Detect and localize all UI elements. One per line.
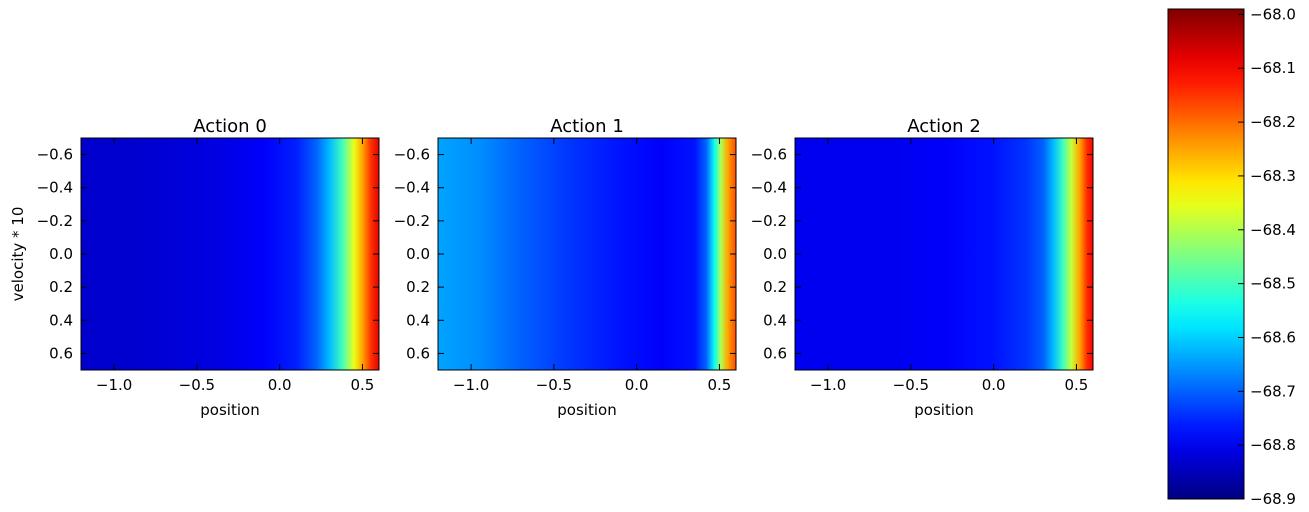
x-tick-label-1-0: −1.0 xyxy=(453,376,489,394)
y-tick-label-1-5: 0.4 xyxy=(406,311,430,329)
y-tick-label-0-0: −0.6 xyxy=(37,146,73,164)
y-axis-label: velocity * 10 xyxy=(9,207,27,302)
colorbar-tick-label-2: −68.2 xyxy=(1250,113,1296,131)
y-tick-label-0-1: −0.4 xyxy=(37,179,73,197)
x-tick-label-2-2: 0.0 xyxy=(982,376,1006,394)
x-tick-label-2-0: −1.0 xyxy=(810,376,846,394)
y-tick-label-2-5: 0.4 xyxy=(763,311,787,329)
y-tick-label-2-1: −0.4 xyxy=(751,179,787,197)
heatmap-image-2 xyxy=(795,138,1093,370)
panel-title-1: Action 1 xyxy=(550,116,624,137)
colorbar xyxy=(1168,9,1244,499)
y-tick-label-2-0: −0.6 xyxy=(751,146,787,164)
colorbar-tick-label-7: −68.7 xyxy=(1250,382,1296,400)
x-tick-label-0-3: 0.5 xyxy=(351,376,375,394)
heatmap-image-0 xyxy=(81,138,379,370)
y-tick-label-0-2: −0.2 xyxy=(37,212,73,230)
y-tick-label-2-2: −0.2 xyxy=(751,212,787,230)
y-tick-label-0-3: 0.0 xyxy=(49,245,73,263)
x-axis-label-1: position xyxy=(557,401,616,419)
y-tick-label-2-6: 0.6 xyxy=(763,344,787,362)
colorbar-tick-label-4: −68.4 xyxy=(1250,221,1296,239)
x-axis-label-2: position xyxy=(914,401,973,419)
x-tick-label-0-1: −0.5 xyxy=(179,376,215,394)
x-tick-label-0-2: 0.0 xyxy=(268,376,292,394)
colorbar-tick-label-1: −68.1 xyxy=(1250,59,1296,77)
y-tick-label-0-4: 0.2 xyxy=(49,278,73,296)
colorbar-tick-label-5: −68.5 xyxy=(1250,275,1296,293)
panel-title-0: Action 0 xyxy=(193,116,267,137)
colorbar-tick-label-0: −68.0 xyxy=(1250,5,1296,23)
y-tick-label-1-0: −0.6 xyxy=(394,146,430,164)
y-tick-label-1-6: 0.6 xyxy=(406,344,430,362)
heatmap-image-1 xyxy=(438,138,736,370)
x-tick-label-2-3: 0.5 xyxy=(1065,376,1089,394)
y-tick-label-2-4: 0.2 xyxy=(763,278,787,296)
panel-title-2: Action 2 xyxy=(907,116,981,137)
y-tick-label-1-3: 0.0 xyxy=(406,245,430,263)
y-tick-label-1-2: −0.2 xyxy=(394,212,430,230)
colorbar-tick-label-6: −68.6 xyxy=(1250,328,1296,346)
y-tick-label-0-5: 0.4 xyxy=(49,311,73,329)
colorbar-frame xyxy=(1167,8,1245,500)
y-tick-label-1-1: −0.4 xyxy=(394,179,430,197)
y-tick-label-2-3: 0.0 xyxy=(763,245,787,263)
x-tick-label-2-1: −0.5 xyxy=(893,376,929,394)
y-tick-label-1-4: 0.2 xyxy=(406,278,430,296)
x-tick-label-1-2: 0.0 xyxy=(625,376,649,394)
colorbar-tick-label-3: −68.3 xyxy=(1250,167,1296,185)
x-axis-label-0: position xyxy=(200,401,259,419)
colorbar-tick-label-8: −68.8 xyxy=(1250,436,1296,454)
x-tick-label-0-0: −1.0 xyxy=(96,376,132,394)
x-tick-label-1-3: 0.5 xyxy=(708,376,732,394)
x-tick-label-1-1: −0.5 xyxy=(536,376,572,394)
colorbar-tick-label-9: −68.9 xyxy=(1250,490,1296,508)
y-tick-label-0-6: 0.6 xyxy=(49,344,73,362)
